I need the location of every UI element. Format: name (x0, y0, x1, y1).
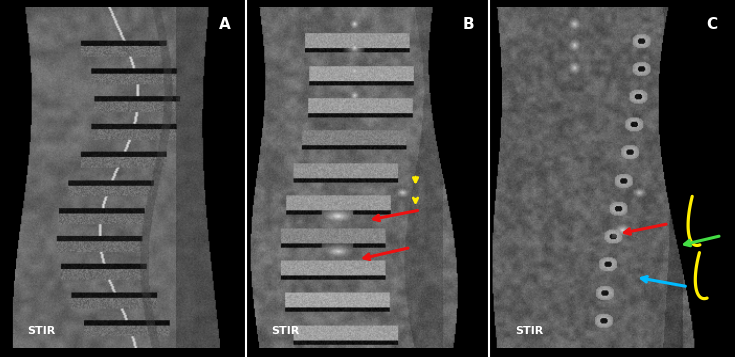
Text: B: B (462, 17, 474, 32)
Text: STIR: STIR (271, 326, 300, 336)
Text: A: A (219, 17, 231, 32)
Text: STIR: STIR (28, 326, 56, 336)
Text: STIR: STIR (515, 326, 543, 336)
Text: C: C (706, 17, 717, 32)
